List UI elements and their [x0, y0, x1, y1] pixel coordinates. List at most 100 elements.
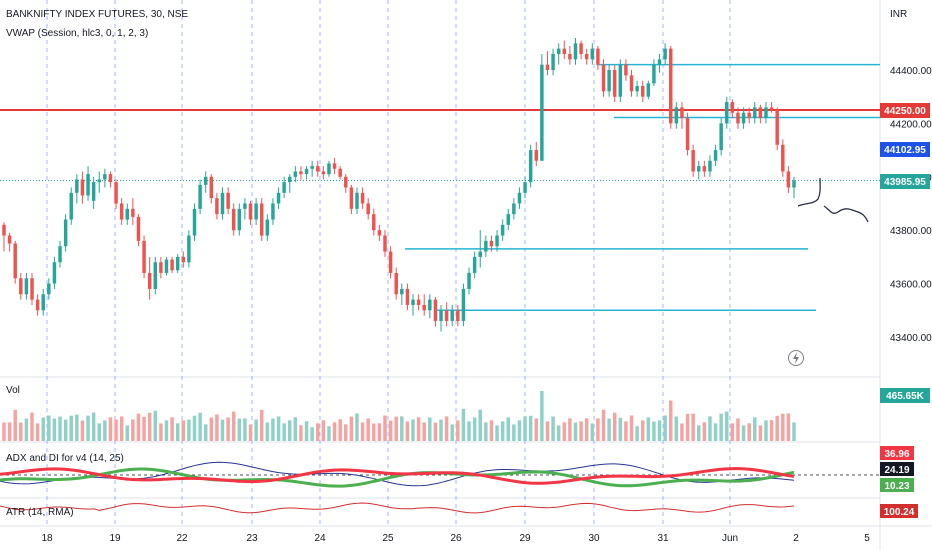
candle-body: [316, 166, 320, 172]
candle-body: [579, 43, 583, 54]
candle-body: [13, 243, 17, 279]
candle-body: [753, 107, 757, 119]
tag-last-price: 43985.95: [880, 174, 930, 189]
tag-volume: 465.65K: [880, 388, 930, 403]
tag-adx-minus: 36.96: [880, 446, 914, 460]
volume-bar: [80, 420, 85, 441]
alert-lightning-icon[interactable]: [788, 350, 804, 366]
volume-bar: [708, 416, 712, 441]
candle-body: [344, 176, 348, 188]
candle-body: [433, 299, 438, 321]
volume-bar: [125, 425, 129, 441]
candle-body: [131, 208, 135, 217]
candle-body: [282, 182, 286, 193]
candle-body: [47, 283, 51, 295]
volume-bar: [523, 416, 527, 441]
candle-body: [288, 176, 292, 183]
volume-series: [2, 391, 796, 441]
volume-bar: [450, 424, 454, 441]
volume-bar: [484, 422, 488, 441]
candle-body: [147, 272, 152, 289]
drawing-squiggle-up[interactable]: [797, 177, 821, 207]
volume-bar: [786, 413, 791, 441]
volume-bar: [697, 425, 701, 441]
candle-body: [377, 230, 382, 236]
candle-body: [372, 214, 376, 231]
candle-body: [775, 110, 779, 145]
candle-body: [702, 166, 707, 172]
candle-body: [596, 48, 600, 65]
time-axis[interactable]: 18 19 22 23 24 25 26 29 30 31 Jun 2 5: [41, 533, 870, 544]
volume-bar: [680, 423, 684, 441]
candle-body: [769, 107, 774, 111]
volume-bar: [321, 420, 326, 441]
volume-bar: [551, 416, 555, 441]
candle-body: [360, 192, 365, 204]
candle-body: [612, 70, 617, 97]
volume-bar: [372, 423, 376, 441]
volume-bar: [439, 419, 443, 441]
volume-bar: [69, 415, 73, 441]
volume-bar: [41, 417, 45, 441]
volume-bar: [243, 418, 247, 441]
volume-bar: [775, 415, 779, 441]
candle-body: [422, 304, 426, 311]
atr-pane-label[interactable]: ATR (14, RMA): [6, 507, 74, 518]
volume-bar: [517, 420, 522, 441]
volume-bar: [63, 419, 68, 441]
candle-body: [394, 272, 398, 295]
vwap-indicator-label[interactable]: VWAP (Session, hlc3, 0, 1, 2, 3): [6, 28, 148, 39]
time-tick-label: 25: [382, 533, 394, 544]
volume-bar: [719, 413, 723, 441]
volume-bar: [568, 418, 572, 441]
drawing-squiggle-down[interactable]: [823, 205, 869, 223]
candle-body: [332, 163, 337, 169]
candle-body: [192, 208, 197, 236]
candle-body: [170, 259, 174, 271]
candle-body: [254, 203, 258, 220]
tag-last-price-text: 43985.95: [884, 177, 926, 188]
candle-body: [416, 299, 421, 305]
volume-bar: [7, 422, 12, 441]
candle-body: [164, 259, 169, 273]
volume-bar: [540, 391, 544, 441]
candle-body: [562, 48, 567, 54]
price-tick-label: 44400.00: [890, 66, 932, 77]
candle-body: [142, 240, 146, 273]
candle-body: [652, 64, 656, 84]
adx-pane-label[interactable]: ADX and DI for v4 (14, 25): [6, 453, 124, 464]
candle-body: [697, 166, 701, 172]
candle-body: [624, 64, 628, 76]
candle-body: [568, 53, 572, 60]
volume-pane-label[interactable]: Vol: [6, 385, 20, 396]
volume-bar: [753, 417, 757, 441]
candle-body: [400, 288, 404, 295]
candle-body: [781, 144, 785, 172]
volume-bar: [30, 412, 34, 441]
candle-body: [119, 203, 124, 220]
symbol-title[interactable]: BANKNIFTY INDEX FUTURES, 30, NSE: [6, 9, 188, 20]
volume-bar: [400, 416, 404, 441]
volume-bar: [349, 416, 354, 441]
volume-bar: [271, 418, 275, 441]
candle-body: [209, 176, 214, 199]
price-tick-label: 43400.00: [890, 333, 932, 344]
candle-body: [629, 75, 634, 92]
time-tick-label: 19: [109, 533, 121, 544]
tag-volume-text: 465.65K: [886, 391, 925, 402]
candle-body: [444, 310, 449, 321]
candle-body: [271, 203, 275, 220]
volume-bar: [231, 411, 236, 441]
atr-series: [0, 502, 795, 514]
candle-body: [30, 278, 34, 300]
volume-bar: [147, 412, 152, 441]
candle-body: [338, 168, 342, 177]
volume-bar: [209, 417, 214, 441]
candle-body: [159, 262, 163, 273]
volume-bar: [192, 415, 197, 441]
volume-bar: [366, 418, 370, 441]
volume-bar: [433, 422, 438, 441]
candle-body: [259, 203, 264, 236]
time-tick-label: Jun: [722, 533, 738, 544]
volume-bar: [758, 425, 763, 441]
